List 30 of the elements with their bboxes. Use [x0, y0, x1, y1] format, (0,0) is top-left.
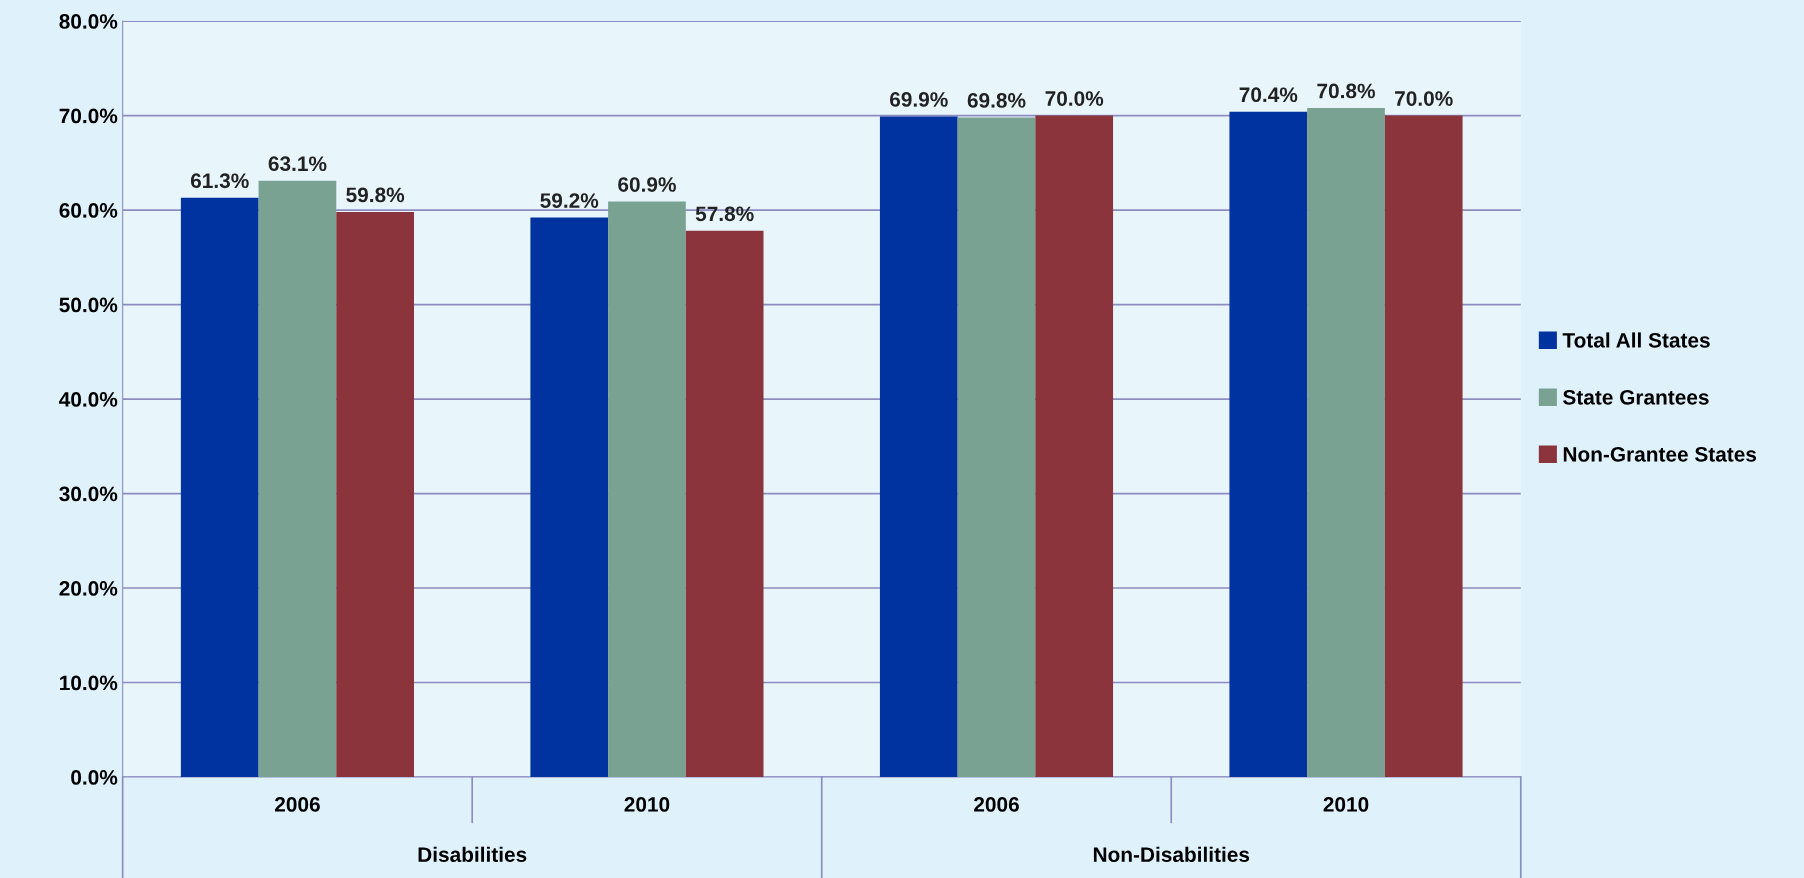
y-tick-label: 80.0% [59, 14, 118, 29]
x-tick-label: 2006 [274, 797, 320, 812]
data-label: 69.8% [967, 93, 1026, 108]
legend-label: Non-Grantee States [1563, 446, 1757, 462]
y-tick-label: 70.0% [59, 108, 118, 124]
text: Non-Disabilities [1093, 846, 1250, 862]
legend-label: Total All States [1562, 332, 1710, 348]
y-tick-label: 30.0% [59, 486, 118, 502]
data-label: 63.1% [268, 156, 327, 172]
text: Disabilities [418, 846, 527, 862]
y-tick-label: 10.0% [60, 675, 118, 691]
data-label: 57.8% [695, 206, 754, 222]
y-tick-label: 20.0% [59, 581, 118, 596]
y-tick-label: 60.0% [59, 203, 118, 218]
data-label: 61.3% [190, 173, 249, 189]
data-label: 70.0% [1045, 91, 1104, 106]
data-label: 70.8% [1317, 83, 1375, 99]
y-tick-label: 50.0% [59, 297, 118, 313]
data-label: 70.0% [1395, 91, 1453, 106]
legend-label: State Grantees [1563, 389, 1709, 405]
data-label: 60.9% [618, 177, 676, 192]
y-tick-label: 0.0% [71, 770, 118, 785]
data-label: 59.8% [346, 187, 405, 203]
data-label: 69.9% [890, 92, 948, 107]
data-label: 70.4% [1239, 87, 1298, 103]
data-label: 59.2% [540, 193, 599, 208]
y-tick-label: 40.0% [59, 392, 118, 407]
x-tick-label: 2010 [624, 797, 670, 812]
x-tick-label: 2006 [974, 797, 1019, 812]
x-tick-label: 2010 [1323, 797, 1369, 812]
